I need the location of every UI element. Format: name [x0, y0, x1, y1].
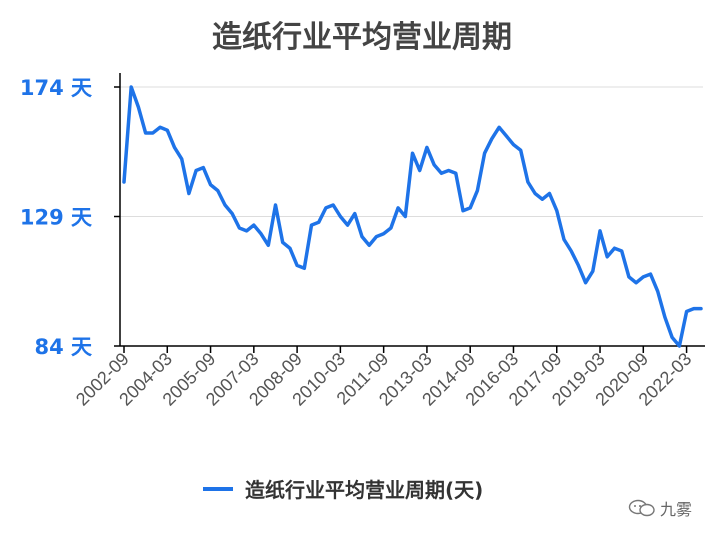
watermark: 九雾	[628, 496, 692, 520]
series-line	[122, 85, 703, 348]
series-layer	[122, 85, 703, 348]
y-tick-label: 84 天	[34, 335, 93, 359]
axis-layer	[114, 73, 705, 353]
legend-label: 造纸行业平均营业周期(天)	[245, 478, 484, 502]
y-tick-label: 129 天	[20, 206, 93, 230]
legend-swatch	[203, 486, 233, 491]
legend[interactable]: 造纸行业平均营业周期(天)	[203, 474, 483, 503]
x-tick-labels: 2002-092004-032005-092007-032008-092010-…	[72, 349, 695, 410]
y-tick-label: 174 天	[20, 76, 93, 100]
y-tick-labels: 174 天 129 天 84 天	[20, 76, 93, 359]
watermark-text: 九雾	[660, 500, 693, 519]
chart-title: 造纸行业平均营业周期	[212, 20, 512, 55]
grid-layer	[120, 86, 703, 217]
chat-bubbles-icon	[628, 499, 655, 517]
